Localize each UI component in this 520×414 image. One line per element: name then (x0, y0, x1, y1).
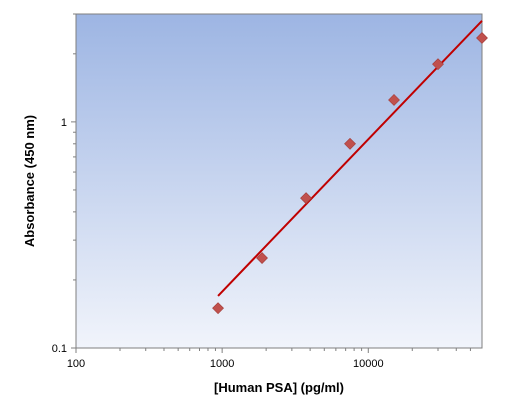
x-tick-label: 1000 (210, 358, 234, 370)
x-tick-label: 10000 (353, 358, 384, 370)
data-points (212, 32, 488, 315)
y-axis-title: Absorbance (450 nm) (22, 115, 37, 247)
data-point (212, 302, 224, 315)
y-tick-label: 1 (61, 117, 67, 129)
data-point (300, 192, 312, 205)
axes (75, 14, 482, 349)
ticks: 0.1 1 100 1000 10000 (52, 13, 471, 370)
x-tick-label: 100 (67, 358, 85, 370)
data-point (432, 58, 444, 71)
plot-area (75, 13, 483, 349)
data-point (476, 32, 488, 44)
y-tick-label: 0.1 (52, 343, 67, 355)
x-axis-title: [Human PSA] (pg/ml) (214, 380, 344, 395)
data-point (256, 252, 268, 264)
data-point (344, 137, 356, 150)
data-point (388, 94, 400, 106)
